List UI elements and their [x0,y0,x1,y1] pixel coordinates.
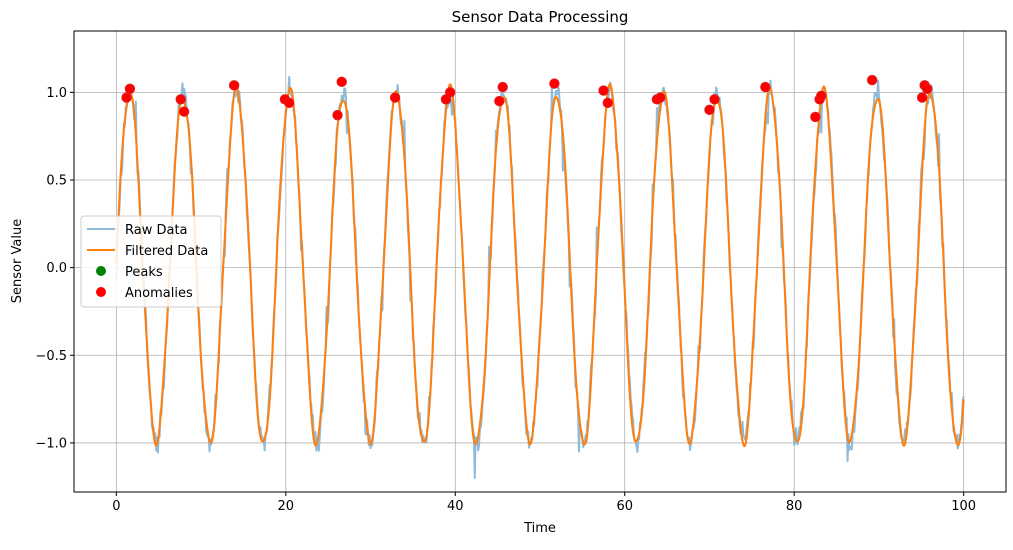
anomaly-point [284,97,295,109]
anomaly-point [228,80,240,91]
y-axis-label: Sensor Value [10,219,25,303]
legend-swatch-anomalies [96,287,106,297]
y-tick-label: −0.5 [35,349,67,364]
x-axis-ticks: 0 20 40 60 80 100 [112,492,976,514]
filtered-data-line [115,83,965,448]
legend-label-raw-data: Raw Data [125,223,188,238]
anomaly-point [810,111,821,123]
anomaly-point [494,95,505,107]
anomaly-point [922,83,933,95]
anomaly-point [916,92,928,103]
y-axis-ticks: −1.0 −0.5 0.0 0.5 1.0 [35,86,74,451]
anomaly-point [124,83,136,95]
y-tick-label: 0.0 [46,261,67,276]
anomaly-point [709,94,720,105]
legend-label-anomalies: Anomalies [125,286,193,301]
anomaly-point [178,106,190,117]
anomaly-point [444,87,456,98]
x-tick-label: 40 [447,499,464,514]
anomaly-point [598,85,609,96]
anomaly-point [549,78,560,89]
y-tick-label: 0.5 [46,173,67,188]
anomaly-point [816,90,827,102]
grid [74,31,1006,492]
anomaly-point [704,104,715,116]
anomaly-point [121,92,132,103]
x-axis-label: Time [523,521,556,536]
x-tick-label: 20 [278,499,295,514]
legend-label-peaks: Peaks [125,265,163,280]
anomaly-point [332,109,343,121]
x-tick-label: 0 [112,499,120,514]
x-tick-label: 100 [951,499,976,514]
anomaly-point [497,81,508,93]
y-tick-label: −1.0 [35,436,67,451]
anomalies-series [121,74,933,123]
anomaly-point [655,92,666,103]
anomaly-point [336,76,347,88]
legend-box [80,215,222,308]
anomaly-point [760,81,771,93]
x-tick-label: 80 [786,499,803,514]
legend-label-filtered-data: Filtered Data [125,244,208,259]
legend-swatch-peaks [96,266,106,276]
filtered-data-series [115,83,965,448]
y-tick-label: 1.0 [46,86,67,101]
chart-title: Sensor Data Processing [452,8,629,26]
x-tick-label: 60 [616,499,633,514]
legend: Raw Data Filtered Data Peaks Anomalies [80,215,222,308]
anomaly-point [602,97,613,109]
plot-frame [73,30,1007,493]
anomaly-point [866,74,878,86]
anomaly-point [389,92,401,103]
anomaly-point [175,94,186,105]
